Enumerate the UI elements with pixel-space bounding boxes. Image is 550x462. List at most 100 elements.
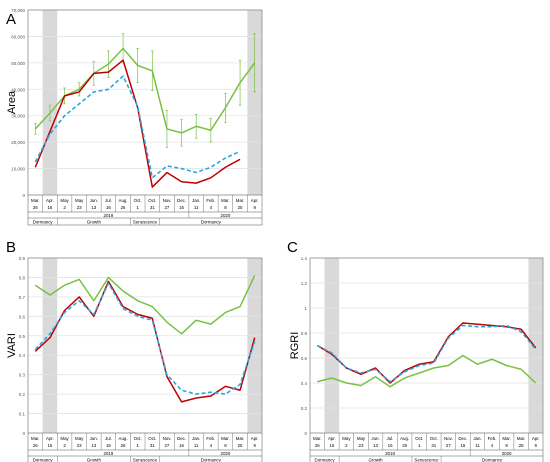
x-tick-label: 26: [121, 205, 126, 210]
x-tick-label: 9: [534, 443, 537, 448]
x-tick-label: Nov.: [444, 436, 453, 441]
x-tick-label: May: [357, 436, 366, 441]
x-tick-label: 25: [519, 443, 524, 448]
y-axis-label: Area: [6, 90, 18, 114]
y-tick-label: 20,000: [11, 140, 25, 145]
x-tick-label: Apr.: [251, 436, 259, 441]
x-tick-label: 27: [446, 443, 451, 448]
x-tick-label: 23: [77, 205, 82, 210]
series-2: [316, 324, 537, 383]
stage-label: Growth: [368, 458, 383, 462]
shaded-band: [324, 258, 340, 433]
series-line: [34, 47, 256, 134]
x-tick-label: 13: [91, 205, 96, 210]
x-tick-label: Nov.: [163, 436, 172, 441]
x-tick-label: Mar.: [236, 198, 245, 203]
x-tick-label: Apr.: [46, 198, 54, 203]
panel-a: A Area 0 10,000 20,000 30,000 40,000 50,000 60,0…: [6, 8, 263, 226]
stage-label: Dormancy: [201, 458, 222, 462]
x-tick-label: Oct.: [415, 436, 423, 441]
x-tick-label: 13: [373, 443, 378, 448]
x-tick-label: May: [75, 198, 84, 203]
y-tick-label: 50,000: [11, 61, 25, 66]
x-tick-label: 26: [33, 443, 38, 448]
x-tick-label: 11: [475, 443, 480, 448]
x-tick-label: 16: [460, 443, 465, 448]
y-tick-label: 40,000: [11, 87, 25, 92]
y-tick-label: 0.6: [301, 356, 308, 361]
x-tick-label: May: [342, 436, 351, 441]
y-tick-label: 0.7: [19, 295, 26, 300]
x-tick-label: 8: [505, 443, 508, 448]
x-tick-label: 2: [63, 443, 66, 448]
shaded-band: [528, 258, 543, 433]
series-line: [317, 354, 537, 388]
y-tick-label: 0: [22, 193, 25, 198]
x-tick-label: 2: [63, 205, 66, 210]
x-tick-label: Mar.: [517, 436, 526, 441]
x-tick-label: May: [75, 436, 84, 441]
series-line: [34, 282, 256, 395]
y-tick-label: 1: [304, 306, 307, 311]
series-0: [34, 275, 256, 335]
x-tick-label: 1: [418, 443, 421, 448]
stage-label: Dormancy: [201, 220, 222, 225]
y-tick-label: 1.4: [301, 256, 308, 261]
x-tick-label: Aug.: [119, 436, 128, 441]
x-tick-label: 31: [150, 205, 155, 210]
plot-frame: [27, 257, 263, 434]
x-tick-label: Aug.: [119, 198, 128, 203]
x-tick-label: 11: [194, 443, 199, 448]
x-tick-label: Nov.: [163, 198, 172, 203]
x-tick-label: 23: [359, 443, 364, 448]
x-tick-label: 31: [431, 443, 436, 448]
x-tick-label: Oct.: [134, 198, 142, 203]
panel-letter: A: [6, 11, 16, 28]
x-tick-label: 26: [121, 443, 126, 448]
y-tick-label: 0.2: [19, 392, 26, 397]
x-tick-label: Feb.: [206, 198, 215, 203]
x-tick-label: 27: [164, 205, 169, 210]
x-tick-label: 2: [345, 443, 348, 448]
year-label: 2019: [104, 451, 114, 456]
x-tick-label: Jan.: [192, 436, 200, 441]
stage-label: Growth: [87, 458, 102, 462]
x-tick-label: 16: [179, 205, 184, 210]
x-tick-label: Jun.: [90, 436, 98, 441]
y-tick-label: 0.5: [19, 334, 26, 339]
x-tick-label: Jun.: [371, 436, 379, 441]
stage-label: Dormancy: [33, 458, 54, 462]
x-tick-label: Dec.: [458, 436, 467, 441]
y-tick-label: 70,000: [11, 8, 25, 13]
series-1: [316, 322, 537, 384]
x-tick-label: 25: [238, 443, 243, 448]
x-tick-label: 16: [388, 443, 393, 448]
x-tick-label: Feb.: [206, 436, 215, 441]
y-tick-label: 0.2: [301, 406, 308, 411]
x-tick-label: Oct.: [148, 436, 156, 441]
x-axis-table: Mar. 26 Apr. 16 May 2 May 23 Jun. 13 Jul. 16 Aug. 26 O…: [27, 433, 263, 462]
series-1: [34, 280, 256, 403]
x-tick-label: Apr.: [46, 436, 54, 441]
panel-b: B VARI 0 0.1 0.2 0.3 0.4 0.5 0.6 0.7 0.8 0.9 Mar. 26 A…: [6, 239, 263, 462]
stage-label: Dormancy: [482, 458, 503, 462]
x-tick-label: 1: [136, 443, 139, 448]
x-tick-label: Apr.: [328, 436, 336, 441]
stage-label: Dormancy: [33, 220, 54, 225]
x-tick-label: 16: [47, 443, 52, 448]
x-tick-label: 4: [210, 205, 213, 210]
x-tick-label: Aug.: [400, 436, 409, 441]
series-line: [316, 322, 537, 384]
x-tick-label: 31: [150, 443, 155, 448]
x-tick-label: 8: [224, 205, 227, 210]
series-line: [34, 75, 241, 179]
shaded-band: [247, 10, 262, 195]
x-tick-label: Mar.: [31, 198, 40, 203]
y-tick-label: 0.4: [301, 381, 308, 386]
x-tick-label: 26: [315, 443, 320, 448]
shaded-band: [247, 258, 262, 433]
x-axis-table: Mar. 26 Apr. 16 May 2 May 23 Jun. 13 Jul. 16 Aug. 26 O…: [27, 195, 263, 226]
series-0: [34, 33, 256, 148]
x-tick-label: Mar.: [236, 436, 245, 441]
y-tick-label: 0.3: [19, 373, 26, 378]
